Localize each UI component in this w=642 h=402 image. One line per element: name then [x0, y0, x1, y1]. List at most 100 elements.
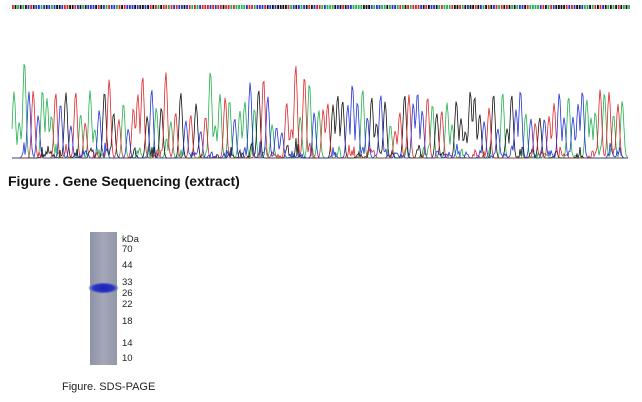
base-call [480, 5, 482, 9]
base-call [586, 5, 589, 9]
base-call [233, 5, 235, 9]
base-call [282, 5, 285, 9]
base-call [196, 5, 199, 9]
base-call [352, 5, 355, 9]
base-call [563, 5, 565, 9]
base-call [95, 5, 97, 9]
base-call [628, 5, 630, 9]
base-call [472, 5, 474, 9]
base-call [246, 5, 248, 9]
base-call [433, 5, 435, 9]
base-call [578, 5, 581, 9]
base-call [547, 5, 550, 9]
base-call [329, 5, 331, 9]
base-call [386, 5, 389, 9]
base-call [526, 5, 529, 9]
base-call [381, 5, 383, 9]
base-call [126, 5, 129, 9]
base-call [147, 5, 149, 9]
base-call [412, 5, 415, 9]
base-call [240, 5, 243, 9]
base-call [357, 5, 360, 9]
base-call [350, 5, 352, 9]
base-call [136, 5, 139, 9]
base-call [623, 5, 625, 9]
base-call [519, 5, 521, 9]
base-call [511, 5, 513, 9]
base-call [558, 5, 560, 9]
base-call [454, 5, 456, 9]
base-call [279, 5, 282, 9]
base-call [82, 5, 84, 9]
sequencing-caption: Figure . Gene Sequencing (extract) [8, 173, 240, 189]
base-call [506, 5, 508, 9]
base-call [220, 5, 222, 9]
gel-caption: Figure. SDS-PAGE [62, 381, 156, 393]
base-call [123, 5, 126, 9]
base-call [524, 5, 526, 9]
base-call [165, 5, 168, 9]
base-call [425, 5, 428, 9]
base-call [368, 5, 370, 9]
base-call [305, 5, 308, 9]
base-call [571, 5, 573, 9]
trace [11, 64, 629, 160]
base-call [64, 5, 66, 9]
base-call [38, 5, 40, 9]
base-call [160, 5, 162, 9]
base-call [227, 5, 230, 9]
base-call [604, 5, 607, 9]
trace [12, 66, 628, 160]
base-call [448, 5, 451, 9]
base-call [407, 5, 409, 9]
base-call [214, 5, 217, 9]
base-call [194, 5, 196, 9]
base-call [201, 5, 204, 9]
base-call [17, 5, 19, 9]
base-call [370, 5, 373, 9]
base-call [311, 5, 313, 9]
base-call [53, 5, 56, 9]
base-call [539, 5, 542, 9]
base-call [459, 5, 461, 9]
base-call [461, 5, 464, 9]
base-call [152, 5, 155, 9]
base-call [261, 5, 264, 9]
base-call [199, 5, 201, 9]
base-call [110, 5, 113, 9]
base-call [508, 5, 511, 9]
base-call [391, 5, 394, 9]
protein-band [88, 282, 119, 294]
base-call [121, 5, 123, 9]
base-call [77, 5, 79, 9]
base-call [313, 5, 316, 9]
marker-label: 26 [122, 288, 133, 299]
base-call [565, 5, 568, 9]
base-call [417, 5, 420, 9]
base-call [113, 5, 116, 9]
base-call [324, 5, 326, 9]
base-call [378, 5, 381, 9]
base-call [467, 5, 469, 9]
base-call [576, 5, 578, 9]
base-call [285, 5, 287, 9]
base-call [347, 5, 350, 9]
base-call [331, 5, 334, 9]
base-call [212, 5, 214, 9]
base-call [292, 5, 295, 9]
base-call [441, 5, 443, 9]
marker-label: 33 [122, 277, 133, 288]
base-call [573, 5, 576, 9]
base-call [365, 5, 368, 9]
base-call [446, 5, 448, 9]
base-call [555, 5, 558, 9]
base-call [334, 5, 337, 9]
base-call [225, 5, 227, 9]
base-call [134, 5, 136, 9]
base-call [373, 5, 376, 9]
marker-label: 18 [122, 316, 133, 327]
base-call [490, 5, 493, 9]
base-call [74, 5, 77, 9]
base-call [87, 5, 90, 9]
base-call [537, 5, 539, 9]
